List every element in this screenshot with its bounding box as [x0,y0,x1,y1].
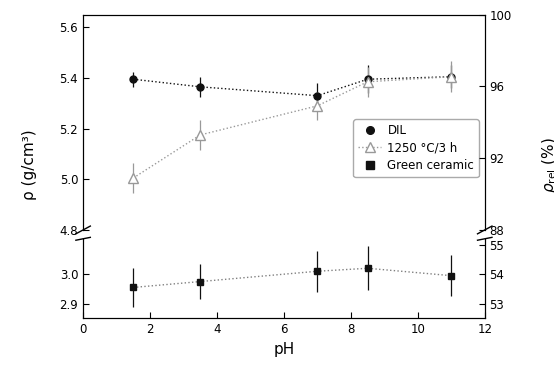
Text: $\rho_{\rm rel}$ (%): $\rho_{\rm rel}$ (%) [540,137,554,193]
Text: ρ (g/cm³): ρ (g/cm³) [22,130,37,200]
X-axis label: pH: pH [273,342,295,357]
Legend: DIL, 1250 °C/3 h, Green ceramic: DIL, 1250 °C/3 h, Green ceramic [353,119,479,177]
